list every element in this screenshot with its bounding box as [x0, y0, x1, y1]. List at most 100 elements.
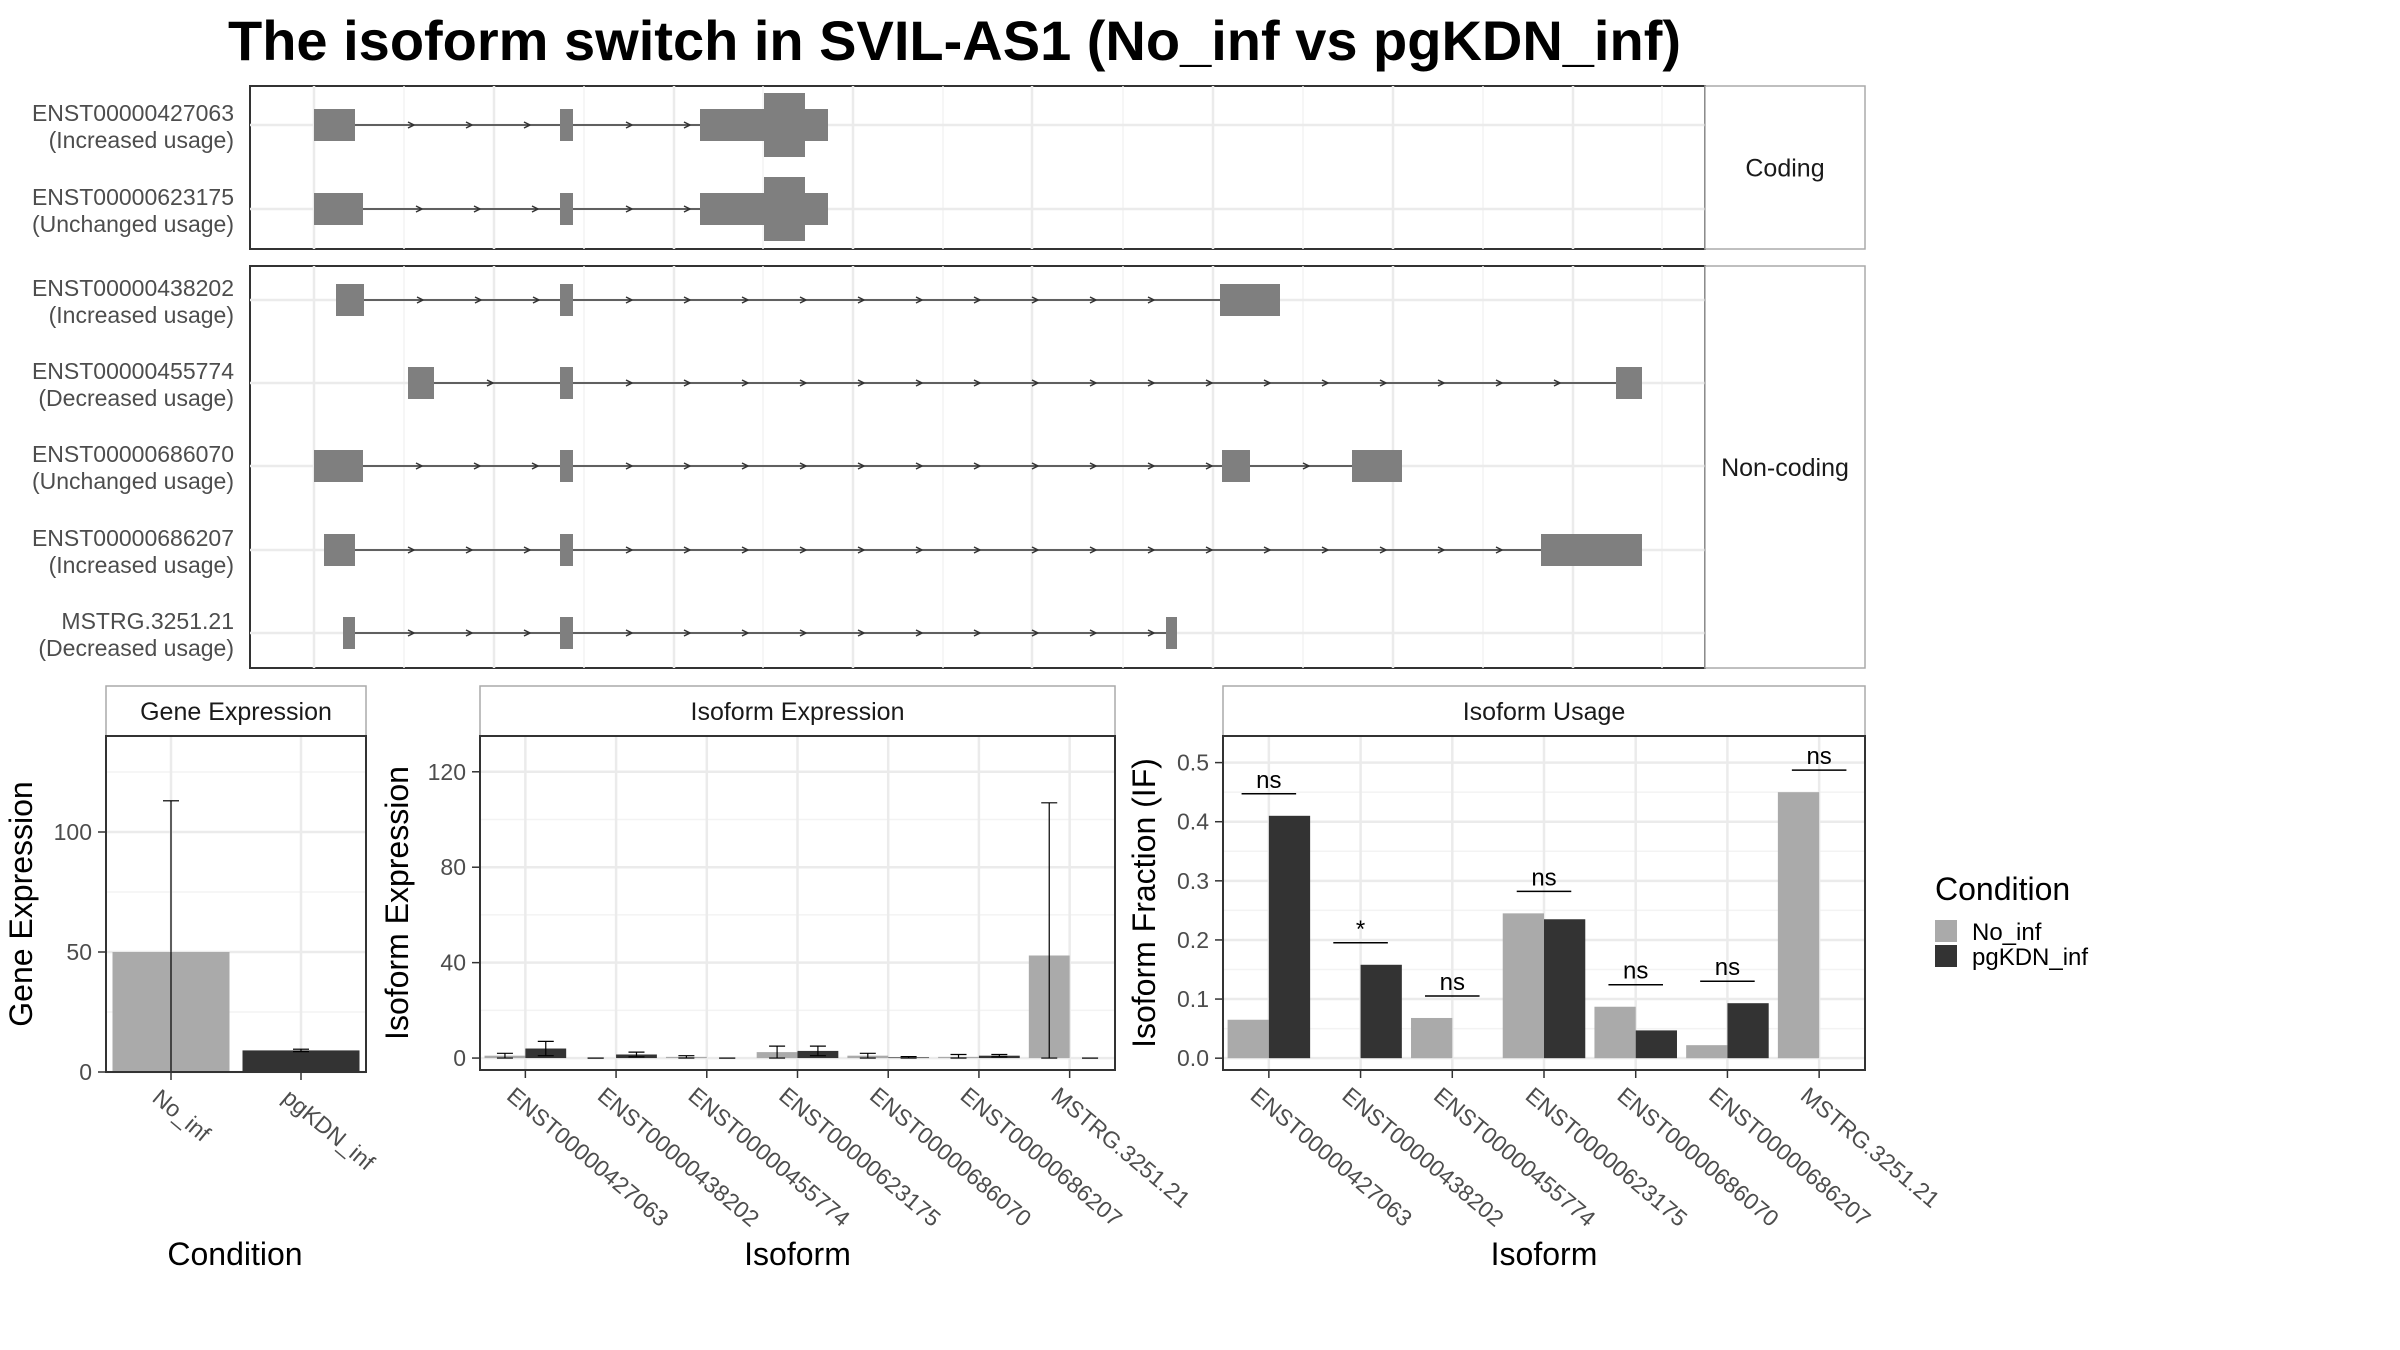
noncoding-transcript-rows: ENST00000438202(Increased usage)ENST0000…: [32, 275, 1642, 661]
bar: [1268, 815, 1311, 1059]
significance-label: ns: [1715, 954, 1740, 981]
x-tick-label: ENST00000623175: [1521, 1082, 1693, 1232]
bar: [1686, 1045, 1728, 1059]
legend-key-no-inf: [1935, 920, 1957, 942]
direction-arrow: [465, 629, 474, 637]
direction-arrow: [973, 296, 982, 304]
direction-arrow: [915, 296, 924, 304]
direction-arrow: [857, 629, 866, 637]
direction-arrow: [416, 296, 425, 304]
transcript-usage-label: (Unchanged usage): [32, 211, 234, 237]
transcript-id-label: ENST00000438202: [32, 275, 234, 301]
transcript-row: MSTRG.3251.21(Decreased usage): [38, 608, 1177, 661]
direction-arrow: [415, 205, 424, 213]
isoform-expression-chart: Isoform Expression 0 40 80 120 ENST0000042706…: [379, 685, 1195, 1272]
direction-arrow: [531, 205, 540, 213]
direction-arrow: [1379, 379, 1388, 387]
direction-arrow: [683, 629, 692, 637]
y-tick-label: 0.4: [1177, 809, 1209, 835]
panel-strip-box: [1222, 685, 1866, 737]
direction-arrow: [1031, 546, 1040, 554]
exon-block: [805, 109, 828, 141]
panel-strip-label: Isoform Usage: [1463, 698, 1626, 726]
direction-arrow: [683, 121, 692, 129]
y-tick-label: 0.3: [1177, 868, 1209, 894]
transcript-row: ENST00000427063(Increased usage): [32, 93, 828, 157]
transcript-id-label: ENST00000686207: [32, 525, 234, 551]
y-tick-label: 0.1: [1177, 986, 1209, 1012]
gene-expression-chart: Gene Expression 0 50 100 No_inf pgKDN_inf Cond…: [3, 685, 380, 1272]
direction-arrow: [683, 546, 692, 554]
direction-arrow: [1089, 379, 1098, 387]
y-tick-label: 0.0: [1177, 1045, 1209, 1071]
direction-arrow: [473, 205, 482, 213]
significance-label: ns: [1256, 767, 1281, 794]
transcript-id-label: ENST00000686070: [32, 441, 234, 467]
direction-arrow: [625, 121, 634, 129]
significance-label: ns: [1806, 743, 1831, 770]
noncoding-strip-label: Non-coding: [1721, 454, 1849, 482]
direction-arrow: [683, 379, 692, 387]
direction-arrow: [523, 629, 532, 637]
exon-block: [560, 367, 573, 399]
noncoding-strip-box: [1704, 265, 1866, 669]
direction-arrow: [1147, 462, 1156, 470]
direction-arrow: [741, 296, 750, 304]
direction-arrow: [1263, 546, 1272, 554]
bar: [1594, 1006, 1636, 1059]
direction-arrow: [1147, 379, 1156, 387]
direction-arrow: [1031, 462, 1040, 470]
direction-arrow: [915, 462, 924, 470]
direction-arrow: [1031, 379, 1040, 387]
legend-label-pgkdn-inf: pgKDN_inf: [1972, 944, 2088, 971]
exon-block: [408, 367, 434, 399]
transcript-usage-label: (Increased usage): [49, 552, 234, 578]
x-tick-label: ENST00000686070: [1613, 1082, 1785, 1232]
coding-transcripts-panel: ENST00000427063(Increased usage) ENST0000…: [32, 85, 1706, 250]
panel-strip-label: Isoform Expression: [691, 698, 905, 726]
direction-arrow: [683, 296, 692, 304]
exon-block: [343, 617, 355, 649]
direction-arrow: [799, 546, 808, 554]
direction-arrow: [1553, 379, 1562, 387]
direction-arrow: [1379, 546, 1388, 554]
bar: [1502, 913, 1544, 1059]
exon-block: [314, 109, 355, 141]
direction-arrow: [857, 379, 866, 387]
exon-block: [560, 450, 573, 482]
direction-arrow: [407, 546, 416, 554]
direction-arrow: [523, 546, 532, 554]
coding-panel-grid: [250, 86, 1705, 249]
legend-label-no-inf: No_inf: [1972, 919, 2042, 946]
x-tick-label: ENST00000455774: [684, 1082, 856, 1232]
direction-arrow: [799, 629, 808, 637]
direction-arrow: [474, 296, 483, 304]
significance-label: ns: [1531, 864, 1556, 891]
x-tick-label: ENST00000686207: [1704, 1082, 1876, 1232]
direction-arrow: [1089, 296, 1098, 304]
direction-arrow: [1205, 546, 1214, 554]
exon-block: [560, 193, 573, 225]
panel-strip-box: [105, 685, 367, 737]
exon-block: [764, 177, 805, 241]
coding-strip-box: [1704, 85, 1866, 250]
direction-arrow: [625, 546, 634, 554]
transcript-id-label: ENST00000623175: [32, 184, 234, 210]
transcript-row: ENST00000455774(Decreased usage): [32, 358, 1642, 411]
y-tick-label: 0: [453, 1045, 466, 1071]
exon-block: [1352, 450, 1402, 482]
panel-strip-box: [479, 685, 1116, 737]
direction-arrow: [799, 379, 808, 387]
bar: [1727, 1003, 1769, 1059]
panel-strip-label: Gene Expression: [140, 698, 332, 726]
direction-arrow: [1495, 379, 1504, 387]
exon-block: [560, 534, 573, 566]
x-tick-label: ENST00000427063: [1246, 1082, 1418, 1232]
direction-arrow: [407, 121, 416, 129]
direction-arrow: [1205, 379, 1214, 387]
transcript-row: ENST00000623175(Unchanged usage): [32, 177, 828, 241]
transcript-usage-label: (Unchanged usage): [32, 468, 234, 494]
direction-arrow: [1321, 546, 1330, 554]
transcript-id-label: ENST00000455774: [32, 358, 234, 384]
